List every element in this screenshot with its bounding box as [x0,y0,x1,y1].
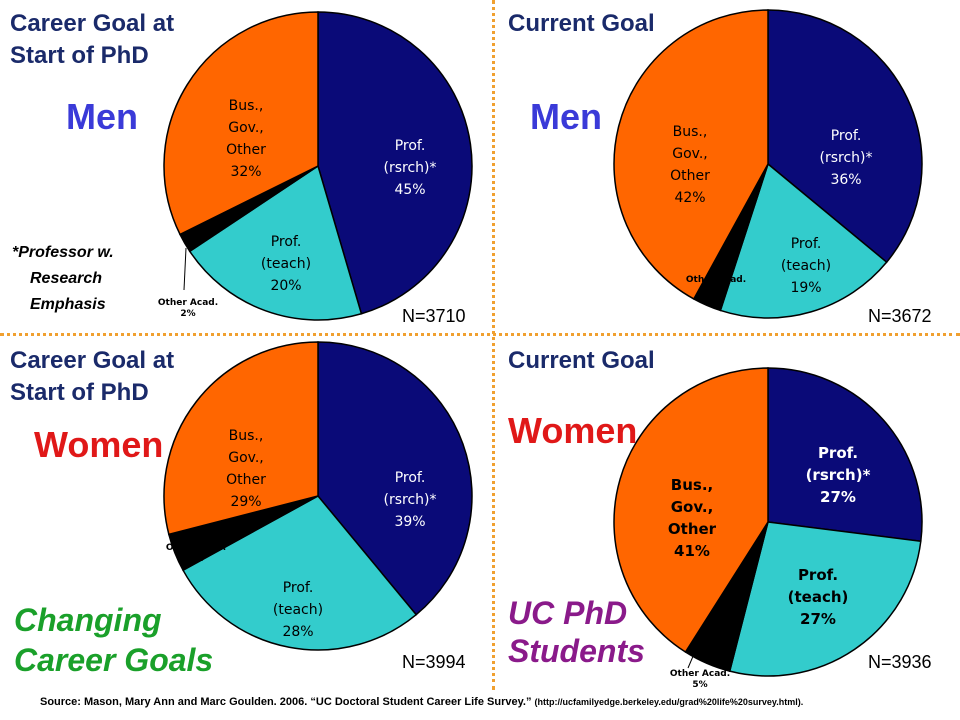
pie-label-prof-rsrch: Prof. (rsrch)* 36% [820,128,873,188]
pie-slice-bus-gov-other [613,9,769,300]
changing-career-goals-caption: Changing Career Goals [14,602,214,678]
pie-label-other-acad: Other Acad. 5% [670,669,730,690]
n-label-top-left: N=3710 [402,306,466,326]
pie-slice-prof-rsrch [767,367,923,543]
footnote-line: Emphasis [30,296,106,313]
gender-label-top-left: Men [66,96,138,137]
pie-label-other-acad: Other Acad. 3% [686,275,746,296]
pie-label-other-acad: Other Acad. 2% [158,298,218,319]
pie-slice-prof-rsrch [317,341,473,616]
panel-title-top-left: Career Goal at Start of PhD [10,10,175,69]
pie-slice-prof-rsrch [317,11,473,315]
pie-label-prof-teach: Prof. (teach) 20% [261,234,311,294]
pie-label-bus-gov-other: Bus., Gov., Other 32% [226,98,266,180]
pie-label-prof-rsrch: Prof. (rsrch)* 39% [384,470,437,530]
panel-title-bottom-left: Career Goal at Start of PhD [10,347,175,406]
pie-slice-prof-teach [182,495,418,651]
source-text: Source: Mason, Mary Ann and Marc Goulden… [40,696,532,708]
pie-slice-prof-teach [188,164,363,321]
pie-slice-prof-teach [719,162,888,319]
gender-label-bottom-left: Women [34,424,164,465]
n-label-bottom-right: N=3936 [868,652,932,672]
footnote-line: *Professor w. [12,244,114,261]
pie-label-prof-rsrch: Prof. (rsrch)* 27% [806,444,871,506]
gender-label-top-right: Men [530,96,602,137]
pie-label-prof-teach: Prof. (teach) 27% [788,566,849,628]
vertical-divider [492,0,495,690]
pie-label-bus-gov-other: Bus., Gov., Other 41% [668,476,717,560]
source-url: (http://ucfamilyedge.berkeley.edu/grad%2… [534,697,804,707]
uc-phd-students-caption: UC PhD Students [508,595,645,669]
pie-slice-bus-gov-other [613,367,769,654]
pie-label-other-acad: Other Acad. 4% [166,543,226,564]
pie-label-prof-teach: Prof. (teach) 28% [273,580,323,640]
panel-title-bottom-right: Current Goal [508,347,655,374]
pie-label-prof-rsrch: Prof. (rsrch)* 45% [384,138,437,198]
pie-slice-bus-gov-other [163,11,319,236]
pie-slice-prof-teach [728,521,922,677]
n-label-top-right: N=3672 [868,306,932,326]
panel-title-top-right: Current Goal [508,10,655,37]
footnote-professor-research: *Professor w. Research Emphasis [12,240,114,318]
pie-slice-bus-gov-other [163,341,319,536]
pie-label-bus-gov-other: Bus., Gov., Other 42% [670,124,710,206]
pie-slice-prof-rsrch [767,9,923,264]
n-label-bottom-left: N=3994 [402,652,466,672]
horizontal-divider [0,333,960,336]
gender-label-bottom-right: Women [508,410,638,451]
pie-label-prof-teach: Prof. (teach) 19% [781,236,831,296]
footnote-line: Research [30,270,103,287]
source-citation: Source: Mason, Mary Ann and Marc Goulden… [40,696,803,708]
pie-label-bus-gov-other: Bus., Gov., Other 29% [226,428,266,510]
leader-line [183,247,187,291]
leader-line [687,639,701,669]
